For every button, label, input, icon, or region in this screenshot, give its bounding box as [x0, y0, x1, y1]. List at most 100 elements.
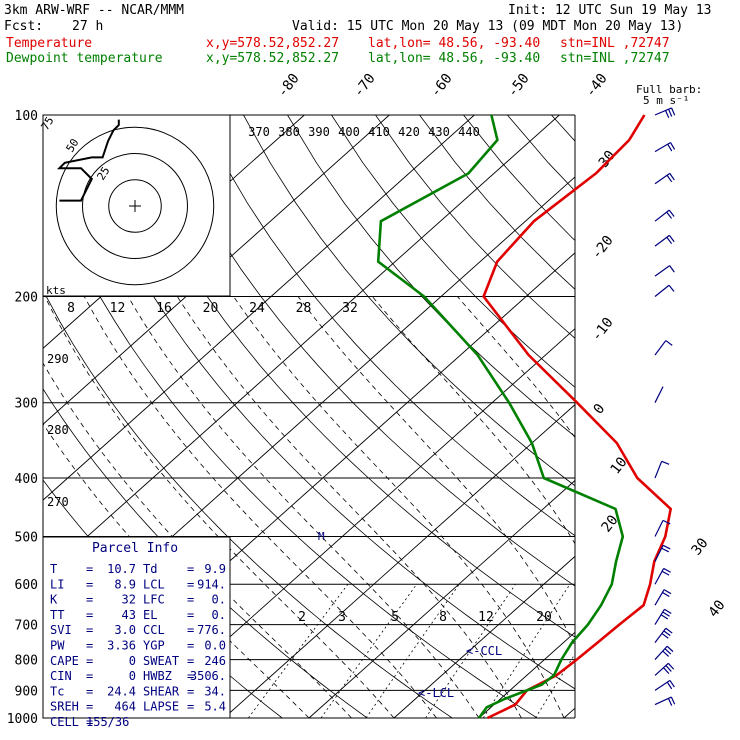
mixing-ratio-line — [248, 583, 349, 718]
wind-barbs — [654, 107, 676, 706]
wind-barb-staff — [654, 209, 670, 222]
parcel-param-value: 3.36 — [107, 639, 136, 653]
wind-barb-flag — [661, 632, 669, 639]
parcel-param-name: TT — [50, 608, 64, 622]
parcel-info-title: Parcel Info — [92, 541, 178, 556]
parcel-param-equals: = — [86, 608, 93, 622]
ccl-annotation: <-CCL — [466, 644, 502, 658]
sounding-series — [376, 114, 673, 720]
theta-tick-label: 410 — [368, 125, 390, 139]
wind-barb — [654, 284, 675, 297]
wind-barb — [654, 608, 672, 625]
wind-barb-staff — [654, 386, 664, 403]
isotherm-line — [42, 114, 475, 501]
parcel-param-name: LCL — [143, 577, 165, 591]
wind-barb — [654, 519, 671, 537]
parcel-param-value: 10.7 — [107, 562, 136, 576]
dewpoint-legend: Dewpoint temperature — [6, 51, 163, 66]
annotations: <-CCL <-LCL M — [318, 530, 502, 700]
isotherm-tick-label: 30 — [689, 535, 712, 558]
dry-adiabat — [639, 115, 740, 718]
isotherm-line — [563, 707, 576, 719]
dry-adiabat — [155, 115, 575, 587]
theta-tick-label: 400 — [338, 125, 360, 139]
mixing-ratio-label: 20 — [536, 610, 552, 625]
wind-barb-flag — [669, 173, 675, 181]
wind-barb-flag — [662, 544, 671, 550]
lcl-annotation: <-LCL — [418, 686, 454, 700]
mixing-ratio-line — [320, 583, 418, 718]
wind-barb-staff — [654, 284, 670, 297]
temperature-latlon: lat,lon= 48.56, -93.40 — [368, 36, 541, 51]
wind-barb-flag — [668, 209, 675, 217]
wind-barb-staff — [654, 520, 664, 537]
wind-barb-flag — [667, 143, 673, 152]
moist-adiabat — [233, 296, 565, 718]
parcel-param-name: SVI — [50, 623, 72, 637]
isotherm-tick-label: -70 — [351, 71, 379, 101]
isotherm-tick-label: 10 — [608, 454, 631, 477]
wind-barb-flag — [669, 265, 675, 273]
wind-barb-flag — [661, 460, 670, 465]
wind-barb — [654, 142, 676, 153]
parcel-param-value: 0.0 — [204, 639, 226, 653]
isotherm-line — [393, 556, 576, 719]
wind-barb-staff — [654, 568, 665, 585]
barb-legend-units: 5 m s⁻¹ — [643, 94, 690, 107]
temperature-xy: x,y=578.52,852.27 — [206, 36, 340, 51]
wind-barb-flag — [668, 108, 673, 117]
hodograph-speed-label: 16 — [156, 301, 172, 316]
isotherm-tick-label: -80 — [275, 71, 303, 101]
parcel-param-value: 43 — [122, 608, 136, 622]
level-marker: M — [318, 530, 325, 543]
parcel-param-name: LAPSE — [143, 700, 179, 714]
parcel-param-name: HWBZ — [143, 669, 172, 683]
parcel-param-value: 464 — [114, 700, 136, 714]
parcel-param-value: 9.9 — [204, 562, 226, 576]
wind-barb — [654, 679, 675, 691]
parcel-param-equals: = — [187, 623, 194, 637]
isotherm-tick-label: -20 — [589, 233, 617, 263]
isotherm-tick-label: -50 — [505, 71, 533, 101]
parcel-param-value: 34. — [204, 684, 226, 698]
wind-barb-flag — [668, 234, 675, 243]
dry-adiabat — [111, 115, 575, 638]
wind-barb — [654, 589, 672, 606]
dewpoint-line — [376, 114, 625, 719]
parcel-param-equals: = — [86, 639, 93, 653]
barb-legend-title: Full barb: — [636, 83, 703, 96]
wind-barb-flag — [666, 681, 673, 690]
parcel-param-name: CIN — [50, 669, 72, 683]
valid-time: Valid: 15 UTC Mon 20 May 13 (09 MDT Mon … — [292, 19, 684, 34]
wind-barb — [654, 234, 675, 247]
init-time: Init: 12 UTC Sun 19 May 13 — [508, 3, 712, 18]
hodograph-speed-label: 8 — [67, 301, 75, 316]
wind-barb-staff — [654, 107, 672, 116]
wind-barb-flag — [664, 648, 672, 655]
wind-barb-flag — [670, 107, 676, 116]
wind-barb-flag — [666, 645, 674, 653]
parcel-param-value: 914. — [197, 577, 226, 591]
parcel-param-value: 0 — [129, 654, 136, 668]
dry-adiabat — [551, 115, 575, 142]
wind-barb — [654, 386, 664, 403]
parcel-param-name: Td — [143, 562, 157, 576]
parcel-param-name: CCL — [143, 623, 165, 637]
parcel-param-name: K — [50, 593, 58, 607]
wind-barb-flag — [662, 650, 670, 657]
dry-adiabat — [419, 115, 575, 290]
parcel-param-name: LFC — [143, 593, 165, 607]
hodograph-speed-label: 20 — [203, 301, 219, 316]
dry-adiabat — [375, 115, 575, 339]
mixing-ratio-line — [535, 653, 575, 718]
wind-barb-flag — [670, 142, 676, 150]
hodograph-ring — [55, 126, 215, 286]
parcel-param-equals: = — [86, 669, 93, 683]
isotherm-tick-label: 0 — [591, 401, 609, 417]
parcel-param-equals: = — [187, 562, 194, 576]
parcel-param-name: PW — [50, 639, 65, 653]
parcel-param-equals: = — [187, 669, 194, 683]
wind-barb-flag — [663, 589, 672, 595]
parcel-info-frame — [42, 536, 231, 719]
